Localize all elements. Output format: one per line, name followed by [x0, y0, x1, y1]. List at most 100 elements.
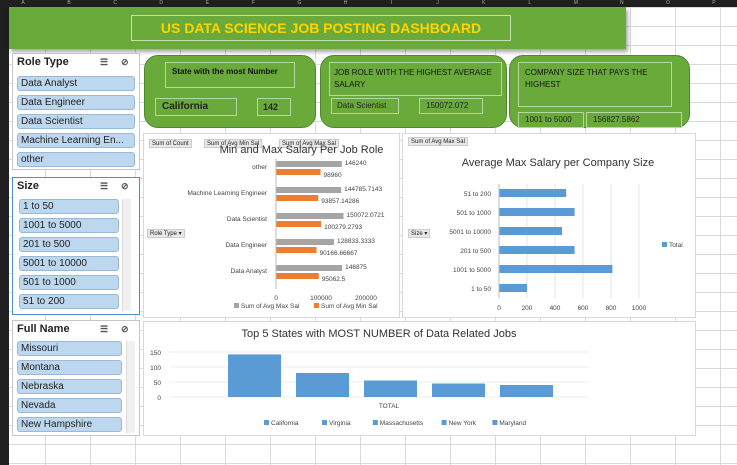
- category-label: 1 to 50: [471, 286, 491, 293]
- slicer-item[interactable]: 1 to 50: [19, 199, 119, 214]
- slicer-item[interactable]: Data Scientist: [17, 114, 135, 129]
- category-label: other: [252, 164, 268, 171]
- category-label: 201 to 500: [460, 248, 491, 255]
- chart-panel-top-states[interactable]: Top 5 States with MOST NUMBER of Data Re…: [143, 321, 696, 436]
- kpi-label-box: Data Scientist: [331, 98, 399, 114]
- legend-swatch: [234, 303, 239, 308]
- tick-label: 0: [497, 305, 501, 312]
- role-type-slicer[interactable]: Role Type ☰ ⊘ Data Analyst Data Engineer…: [12, 53, 140, 170]
- column-header[interactable]: G: [297, 0, 302, 6]
- clear-filter-icon[interactable]: ⊘: [121, 57, 129, 67]
- slicer-item[interactable]: 201 to 500: [19, 237, 119, 252]
- kpi-title-box: COMPANY SIZE THAT PAYS THE HIGHEST: [518, 62, 672, 107]
- bar: [499, 227, 562, 235]
- tick-label: 100000: [310, 295, 332, 302]
- data-label: 90166.66667: [320, 250, 358, 257]
- slicer-item[interactable]: Machine Learning En...: [17, 133, 135, 148]
- data-label: 146875: [345, 264, 367, 271]
- pivot-filter-button[interactable]: Role Type ▾: [147, 229, 185, 238]
- category-label: Data Scientist: [227, 216, 267, 223]
- tick-label: 800: [606, 305, 617, 312]
- column-header[interactable]: C: [113, 0, 117, 6]
- tick-label: 600: [578, 305, 589, 312]
- data-label: 144785.7143: [344, 186, 382, 193]
- clear-filter-icon[interactable]: ⊘: [121, 181, 129, 191]
- column-header[interactable]: B: [67, 0, 71, 6]
- legend-label: Virginia: [329, 420, 351, 427]
- bar: [499, 189, 567, 197]
- slicer-item[interactable]: Data Engineer: [17, 95, 135, 110]
- bar: [276, 161, 342, 167]
- legend-label: Sum of Avg Min Sal: [321, 303, 378, 310]
- column-header[interactable]: M: [573, 0, 578, 6]
- multi-select-icon[interactable]: ☰: [100, 181, 109, 191]
- slicer-title: Size ☰ ⊘: [17, 180, 129, 192]
- slicer-item[interactable]: 501 to 1000: [19, 275, 119, 290]
- column-header[interactable]: J: [436, 0, 439, 6]
- kpi-title-box: State with the most Number: [165, 62, 295, 88]
- bar: [276, 213, 344, 219]
- slicer-title: Role Type ☰ ⊘: [17, 56, 129, 68]
- column-header[interactable]: O: [665, 0, 670, 6]
- column-header[interactable]: I: [390, 0, 393, 6]
- chart-panel-job-role[interactable]: Sum of Count Sum of Avg Min Sal Sum of A…: [143, 133, 400, 318]
- slicer-item[interactable]: 1001 to 5000: [19, 218, 119, 233]
- tick-label: 50: [154, 380, 162, 387]
- bar: [276, 169, 321, 175]
- slicer-item[interactable]: Missouri: [17, 341, 122, 356]
- multi-select-icon[interactable]: ☰: [100, 57, 109, 67]
- slicer-item[interactable]: New Hampshire: [17, 417, 122, 432]
- dashboard-title: US DATA SCIENCE JOB POSTING DASHBOARD: [131, 15, 511, 41]
- column-header[interactable]: H: [343, 0, 348, 6]
- kpi-title-box: JOB ROLE WITH THE HIGHEST AVERAGE SALARY: [329, 62, 502, 96]
- kpi-label-box: 1001 to 5000: [518, 112, 584, 128]
- slicer-item[interactable]: 51 to 200: [19, 294, 119, 309]
- bar: [432, 383, 485, 397]
- bar: [499, 246, 575, 254]
- slicer-item[interactable]: Nevada: [17, 398, 122, 413]
- bar: [276, 221, 322, 227]
- bar: [276, 239, 334, 245]
- kpi-card-role: JOB ROLE WITH THE HIGHEST AVERAGE SALARY…: [320, 55, 507, 128]
- tick-label: 1000: [632, 305, 647, 312]
- pivot-filter-button[interactable]: Size ▾: [408, 229, 431, 238]
- pivot-field-button[interactable]: Sum of Avg Max Sal: [279, 139, 339, 148]
- slicer-item[interactable]: Montana: [17, 360, 122, 375]
- bar: [499, 208, 575, 216]
- pivot-field-button[interactable]: Sum of Avg Max Sal: [408, 137, 468, 146]
- column-header[interactable]: K: [481, 0, 486, 6]
- category-label: Data Engineer: [225, 242, 267, 249]
- slicer-scrollbar[interactable]: [126, 341, 135, 433]
- size-slicer[interactable]: Size ☰ ⊘ 1 to 50 1001 to 5000 201 to 500…: [12, 177, 140, 315]
- tick-label: 400: [550, 305, 561, 312]
- kpi-label-box: California: [155, 98, 237, 116]
- slicer-item[interactable]: 5001 to 10000: [19, 256, 119, 271]
- column-header[interactable]: N: [620, 0, 624, 6]
- slicer-item[interactable]: Data Analyst: [17, 76, 135, 91]
- legend-label: Massachusetts: [380, 420, 424, 427]
- column-header[interactable]: F: [251, 0, 255, 6]
- slicer-item[interactable]: Nebraska: [17, 379, 122, 394]
- slicer-scrollbar[interactable]: [122, 199, 131, 311]
- column-header[interactable]: A: [21, 0, 25, 6]
- row-header-bar: [0, 7, 9, 465]
- legend-swatch: [372, 420, 378, 425]
- chart-title: Top 5 States with MOST NUMBER of Data Re…: [241, 328, 517, 340]
- chart-panel-company-size[interactable]: Sum of Avg Max Sal Average Max Salary pe…: [402, 133, 696, 318]
- slicer-item[interactable]: other: [17, 152, 135, 167]
- category-label: 5001 to 10000: [449, 229, 491, 236]
- column-header[interactable]: P: [712, 0, 716, 6]
- column-header[interactable]: D: [159, 0, 164, 6]
- multi-select-icon[interactable]: ☰: [100, 324, 109, 334]
- column-header[interactable]: L: [528, 0, 532, 6]
- bar: [276, 247, 317, 253]
- clear-filter-icon[interactable]: ⊘: [121, 324, 129, 334]
- legend-label: Sum of Avg Max Sal: [241, 303, 300, 310]
- pivot-field-button[interactable]: Sum of Count: [149, 139, 192, 148]
- legend-label: Total: [669, 242, 683, 249]
- full-name-slicer[interactable]: Full Name ☰ ⊘ Missouri Montana Nebraska …: [12, 320, 140, 436]
- kpi-card-state: State with the most Number California 14…: [144, 55, 316, 128]
- pivot-field-button[interactable]: Sum of Avg Min Sal: [204, 139, 263, 148]
- column-header[interactable]: E: [205, 0, 209, 6]
- tick-label: 100: [150, 365, 161, 372]
